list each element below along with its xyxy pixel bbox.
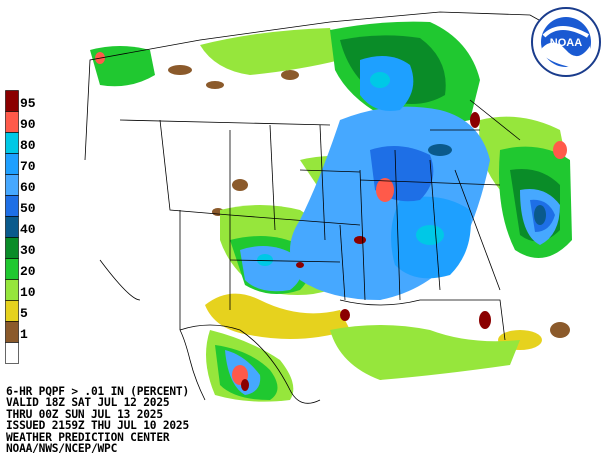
legend-swatch: [5, 132, 19, 154]
noaa-logo-text: NOAA: [550, 37, 582, 49]
legend-label-1: 1: [20, 327, 28, 342]
caption-product-line: 6-HR PQPF > .01 IN (PERCENT): [6, 385, 189, 398]
legend-colorbar: [5, 90, 19, 364]
legend-swatch: [5, 153, 19, 175]
forecast-domain: [85, 12, 580, 415]
caption-agency-line: NOAA/NWS/NCEP/WPC: [6, 442, 118, 456]
product-caption: 6-HR PQPF > .01 IN (PERCENT) VALID 18Z S…: [6, 385, 406, 456]
legend-label-90: 90: [20, 117, 36, 132]
legend-label-50: 50: [20, 201, 36, 216]
legend-swatch: [5, 216, 19, 238]
caption-issued-line: ISSUED 2159Z THU JUL 10 2025: [6, 419, 189, 433]
legend-swatch: [5, 321, 19, 343]
caption-center-line: WEATHER PREDICTION CENTER: [6, 430, 170, 444]
legend-swatch: [5, 342, 19, 364]
legend-label-80: 80: [20, 138, 36, 153]
legend-swatch: [5, 279, 19, 301]
legend-label-10: 10: [20, 285, 36, 300]
legend-label-95: 95: [20, 96, 36, 111]
legend-label-40: 40: [20, 222, 36, 237]
legend-label-30: 30: [20, 243, 36, 258]
legend-swatch: [5, 258, 19, 280]
legend-label-60: 60: [20, 180, 36, 195]
legend-label-70: 70: [20, 159, 36, 174]
legend-swatch: [5, 300, 19, 322]
legend-label-20: 20: [20, 264, 36, 279]
caption-valid-line: VALID 18Z SAT JUL 12 2025: [6, 396, 170, 410]
legend-swatch: [5, 111, 19, 133]
legend-swatch: [5, 195, 19, 217]
legend-swatch: [5, 90, 19, 112]
legend-swatch: [5, 174, 19, 196]
legend-label-5: 5: [20, 306, 28, 321]
caption-thru-line: THRU 00Z SUN JUL 13 2025: [6, 407, 163, 421]
noaa-logo-icon: NOAA: [531, 7, 601, 77]
prob-80-areas: [257, 72, 444, 266]
prob-40-areas: [428, 144, 546, 225]
political-boundaries: [84, 11, 576, 404]
legend-swatch: [5, 237, 19, 259]
